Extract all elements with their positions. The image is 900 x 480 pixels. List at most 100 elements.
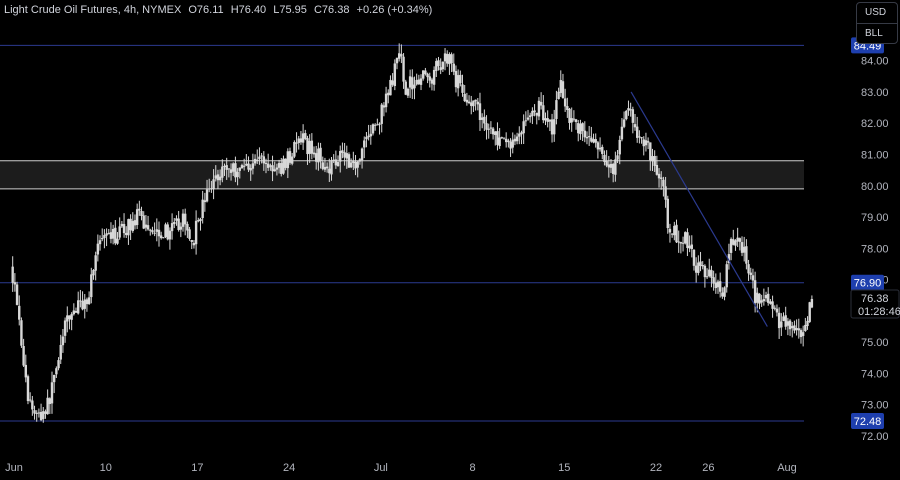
candle-body <box>574 119 578 122</box>
candle <box>675 219 678 243</box>
candle-body <box>225 165 228 170</box>
candle <box>339 145 342 173</box>
currency-label[interactable]: USD <box>857 3 897 24</box>
candle <box>666 195 669 234</box>
candle-body <box>660 177 663 179</box>
candle-body <box>72 310 76 315</box>
y-tick-label: 84.00 <box>861 56 889 68</box>
candle-body <box>111 228 115 239</box>
candle-body <box>640 137 643 139</box>
candle-body <box>39 411 43 421</box>
candle-body <box>376 124 379 126</box>
candle-body <box>236 171 239 178</box>
candle <box>496 122 499 151</box>
candle <box>293 140 296 159</box>
candle-body <box>581 123 584 132</box>
candle <box>705 268 709 280</box>
candle <box>325 162 329 173</box>
candle <box>771 295 774 318</box>
candle-body <box>502 137 506 139</box>
candle-body <box>529 115 532 118</box>
candle-body <box>173 221 176 225</box>
candle-body <box>227 168 231 170</box>
candle-body <box>723 287 726 297</box>
candle-body <box>164 224 167 238</box>
candle-body <box>373 124 377 126</box>
candle <box>393 59 397 91</box>
open-value: O76.11 <box>188 4 224 16</box>
candle-body <box>601 146 604 154</box>
candle <box>670 233 674 238</box>
candle <box>177 210 180 232</box>
candle <box>149 228 152 236</box>
candle <box>114 220 117 246</box>
candle-body <box>461 84 464 93</box>
unit-label[interactable]: BLL <box>865 28 883 39</box>
candle-body <box>404 81 407 95</box>
candle-body <box>758 293 761 304</box>
candle <box>277 159 281 174</box>
candle-body <box>55 368 58 375</box>
candle-body <box>282 158 285 174</box>
candle <box>531 107 534 125</box>
candle-body <box>345 153 348 159</box>
candle-body <box>561 81 565 99</box>
candle-body <box>450 54 453 64</box>
candle <box>559 70 562 97</box>
candle <box>544 112 547 126</box>
candle-body <box>290 156 294 164</box>
candle-body <box>360 148 364 161</box>
candle <box>454 65 458 93</box>
candle <box>542 95 545 124</box>
candle <box>594 133 597 148</box>
candle-body <box>238 167 241 171</box>
candle-body <box>509 141 512 149</box>
candle-body <box>760 300 763 303</box>
candle-body <box>435 61 438 72</box>
candle-body <box>94 255 97 271</box>
candle-body <box>387 92 390 96</box>
candle <box>690 235 693 258</box>
trendline-layer <box>630 91 768 327</box>
y-tick-label: 72.00 <box>861 431 889 443</box>
candle <box>203 192 207 212</box>
candle-body <box>304 133 307 139</box>
candle <box>90 267 93 304</box>
candle <box>63 317 67 343</box>
candle <box>577 120 580 142</box>
candle-body <box>459 74 462 84</box>
candle <box>714 273 718 294</box>
y-tick-label: 78.00 <box>861 243 889 255</box>
candle <box>13 273 17 292</box>
candle-body <box>644 140 648 146</box>
candle-body <box>456 75 460 89</box>
candle-body <box>577 123 580 134</box>
candle <box>799 328 803 344</box>
candle-body <box>631 109 635 123</box>
candle-body <box>380 104 383 124</box>
candle <box>590 126 593 143</box>
candle-body <box>727 254 731 263</box>
candle <box>769 298 772 305</box>
candle <box>218 169 222 186</box>
candle <box>57 357 60 371</box>
candle <box>20 317 23 348</box>
candle <box>424 67 427 76</box>
candle-body <box>391 80 394 85</box>
candle-body <box>419 78 423 85</box>
candle-body <box>483 116 486 124</box>
candle <box>312 146 316 158</box>
candle <box>371 123 375 136</box>
candle <box>747 259 750 281</box>
candle <box>33 405 36 420</box>
symbol-title[interactable]: Light Crude Oil Futures, 4h, NYMEX <box>4 4 182 16</box>
candle <box>625 109 628 121</box>
candle-body <box>382 105 386 108</box>
candle-body <box>76 300 80 314</box>
candle <box>365 131 368 148</box>
candle <box>376 118 379 126</box>
candle <box>310 133 314 160</box>
currency-unit-menu[interactable]: USD BLL <box>856 2 898 44</box>
candle <box>786 317 790 336</box>
